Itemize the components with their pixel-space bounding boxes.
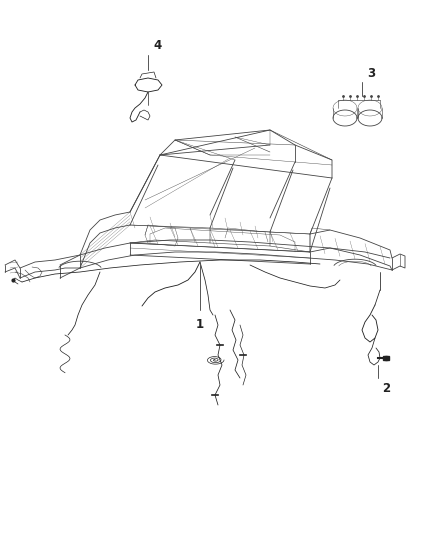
Text: 2: 2 (382, 382, 390, 395)
Text: 4: 4 (153, 39, 161, 52)
Text: 3: 3 (367, 67, 375, 80)
Text: 1: 1 (196, 318, 204, 331)
